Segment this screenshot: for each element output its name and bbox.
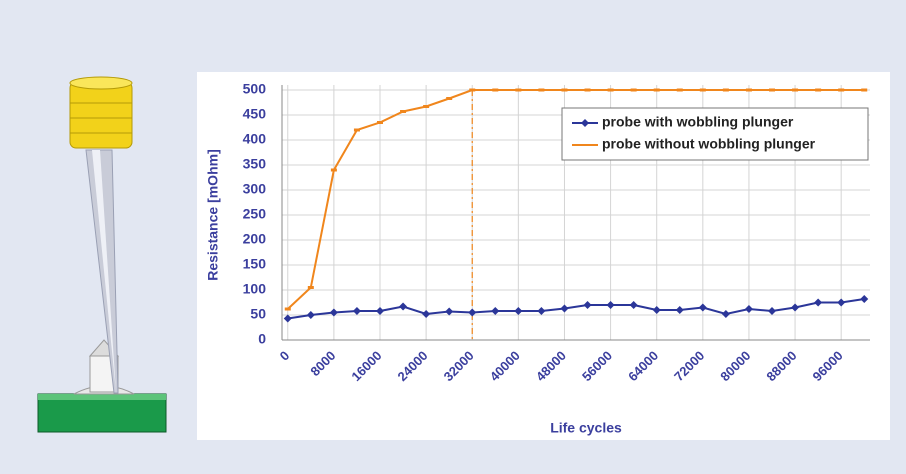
y-tick-label: 300 (243, 181, 267, 197)
data-point (769, 89, 775, 92)
data-point (631, 89, 637, 92)
legend-label: probe with wobbling plunger (602, 114, 794, 130)
data-point (677, 89, 683, 92)
data-point (469, 89, 475, 92)
data-point (746, 89, 752, 92)
data-point (838, 89, 844, 92)
y-tick-label: 450 (243, 106, 267, 122)
y-tick-label: 250 (243, 206, 267, 222)
data-point (285, 308, 291, 311)
data-point (515, 89, 521, 92)
y-tick-label: 100 (243, 281, 267, 297)
data-point (492, 89, 498, 92)
legend-label: probe without wobbling plunger (602, 136, 816, 152)
figure: 0501001502002503003504004505000800016000… (0, 0, 906, 469)
y-tick-label: 0 (258, 331, 266, 347)
data-point (608, 89, 614, 92)
page: {"chart_data": {"type": "line", "x": [0,… (0, 0, 906, 469)
y-tick-label: 400 (243, 131, 267, 147)
data-point (446, 97, 452, 100)
y-tick-label: 200 (243, 231, 267, 247)
data-point (700, 89, 706, 92)
data-point (354, 129, 360, 132)
y-tick-label: 350 (243, 156, 267, 172)
y-tick-label: 150 (243, 256, 267, 272)
data-point (423, 105, 429, 108)
x-axis-title: Life cycles (550, 420, 622, 436)
probe-illustration (38, 77, 166, 432)
data-point (538, 89, 544, 92)
data-point (585, 89, 591, 92)
data-point (331, 169, 337, 172)
y-tick-label: 500 (243, 81, 267, 97)
data-point (377, 121, 383, 124)
data-point (654, 89, 660, 92)
data-point (815, 89, 821, 92)
data-point (792, 89, 798, 92)
y-tick-label: 50 (250, 306, 266, 322)
data-point (723, 89, 729, 92)
data-point (400, 110, 406, 113)
data-point (561, 89, 567, 92)
legend: probe with wobbling plunger probe without… (562, 108, 868, 160)
data-point (861, 89, 867, 92)
data-point (308, 286, 314, 289)
y-axis-title: Resistance [mOhm] (205, 149, 221, 280)
